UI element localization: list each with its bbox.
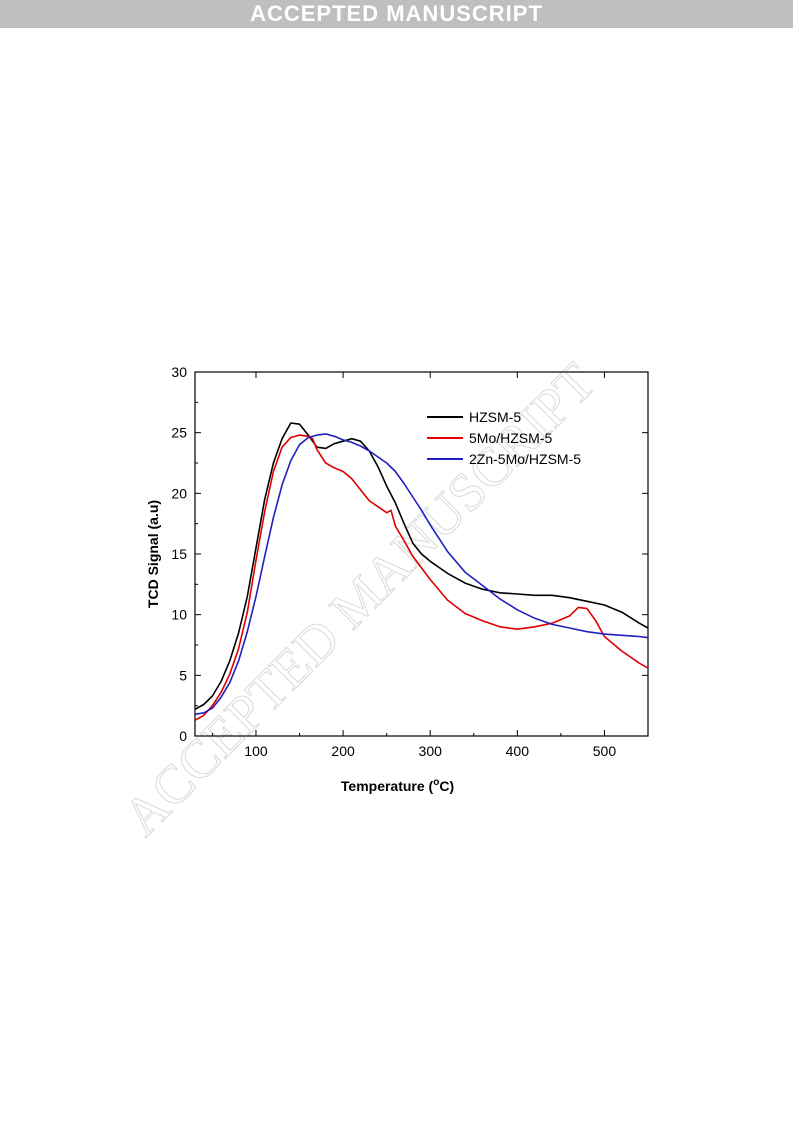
legend-label: 5Mo/HZSM-5: [469, 430, 552, 446]
legend-label: HZSM-5: [469, 409, 521, 425]
series-line-2zn-5mo-hzsm-5: [194, 433, 649, 715]
x-tick-label: 100: [244, 743, 268, 759]
y-tick-label: 0: [179, 728, 187, 744]
y-axis-title: TCD Signal (a.u): [145, 500, 161, 608]
banner-text: ACCEPTED MANUSCRIPT: [250, 1, 543, 26]
legend: HZSM-5 5Mo/HZSM-5 2Zn-5Mo/HZSM-5: [427, 409, 581, 467]
series-line-5mo-hzsm-5: [194, 434, 649, 721]
y-tick-label: 25: [171, 425, 187, 441]
x-axis-title-tail: C): [439, 778, 454, 794]
x-tick-label: 300: [419, 743, 443, 759]
series-group: [194, 422, 649, 721]
x-axis-title-degree: o: [433, 777, 439, 788]
y-tick-label: 5: [179, 667, 187, 683]
x-axis-title: Temperature (oC): [341, 777, 454, 794]
x-axis-title-main: Temperature (: [341, 778, 434, 794]
y-tick-label: 20: [171, 485, 187, 501]
axes: 0 5 10 15 20 25 30 100 200 300 400 500: [171, 364, 648, 759]
y-tick-label: 10: [171, 607, 187, 623]
x-tick-label: 200: [331, 743, 355, 759]
legend-label: 2Zn-5Mo/HZSM-5: [469, 451, 581, 467]
y-tick-label: 30: [171, 364, 187, 380]
x-tick-label: 500: [593, 743, 617, 759]
y-tick-label: 15: [171, 546, 187, 562]
x-tick-label: 400: [506, 743, 530, 759]
accepted-manuscript-banner: ACCEPTED MANUSCRIPT: [0, 0, 793, 28]
